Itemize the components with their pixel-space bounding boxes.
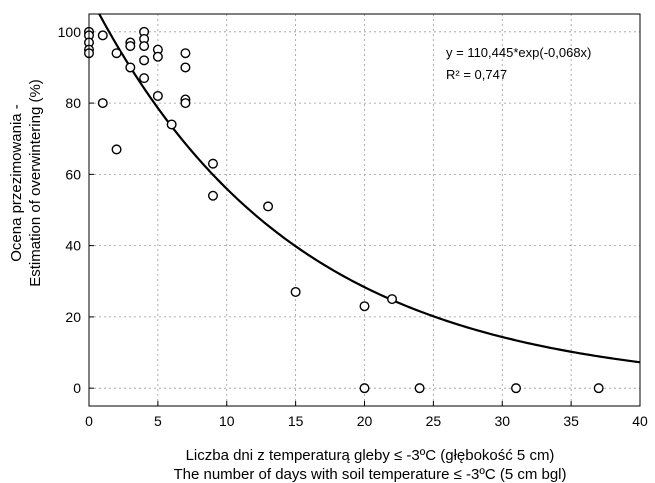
y-tick-labels: 0 20 40 60 80 100 [58,24,82,396]
data-point [207,190,218,201]
data-point [166,119,177,130]
x-axis-label-en: The number of days with soil temperature… [173,466,566,483]
data-point [97,98,108,109]
r-squared-label: R² = 0,747 [446,67,507,82]
y-tick-label: 0 [73,380,81,396]
fit-equation: y = 110,445*exp(-0,068x) [446,45,591,60]
data-point [139,73,150,84]
x-tick-label: 10 [219,413,235,429]
x-tick-label: 5 [154,413,162,429]
data-point [290,286,301,297]
y-tick-label: 60 [65,166,81,182]
y-axis-label-pl: Ocena przezimowania - [8,104,25,262]
fit-curve [98,13,641,364]
x-tick-label: 30 [494,413,510,429]
x-tick-label: 25 [426,413,442,429]
data-point [387,294,398,305]
data-points [83,26,604,394]
y-tick-label: 100 [58,24,82,40]
data-point [414,383,425,394]
data-point [152,90,163,101]
data-point [111,144,122,155]
data-point [180,98,191,109]
x-tick-label: 35 [563,413,579,429]
data-point [511,383,522,394]
data-point [180,62,191,73]
plot-frame [88,13,641,407]
data-point [97,30,108,41]
data-point [359,383,370,394]
x-tick-label: 0 [85,413,93,429]
data-point [207,158,218,169]
data-point [139,55,150,66]
data-point [139,41,150,52]
y-axis-label-en: Estimation of overwintering (%) [27,79,44,287]
y-tick-label: 80 [65,95,81,111]
data-point [152,51,163,62]
x-tick-labels: 0 5 10 15 20 25 30 35 40 [85,413,648,429]
data-point [263,201,274,212]
x-axis-label-pl: Liczba dni z temperaturą gleby ≤ -3ºC (g… [186,447,555,464]
y-tick-label: 40 [65,238,81,254]
data-point [125,41,136,52]
data-point [180,48,191,59]
data-point [359,301,370,312]
grid-lines [88,14,641,406]
data-point [125,62,136,73]
x-tick-label: 40 [632,413,648,429]
x-tick-label: 20 [357,413,373,429]
y-tick-label: 20 [65,309,81,325]
fit-curve-group [98,13,641,364]
data-point [593,383,604,394]
x-tick-label: 15 [288,413,304,429]
data-point [111,48,122,59]
